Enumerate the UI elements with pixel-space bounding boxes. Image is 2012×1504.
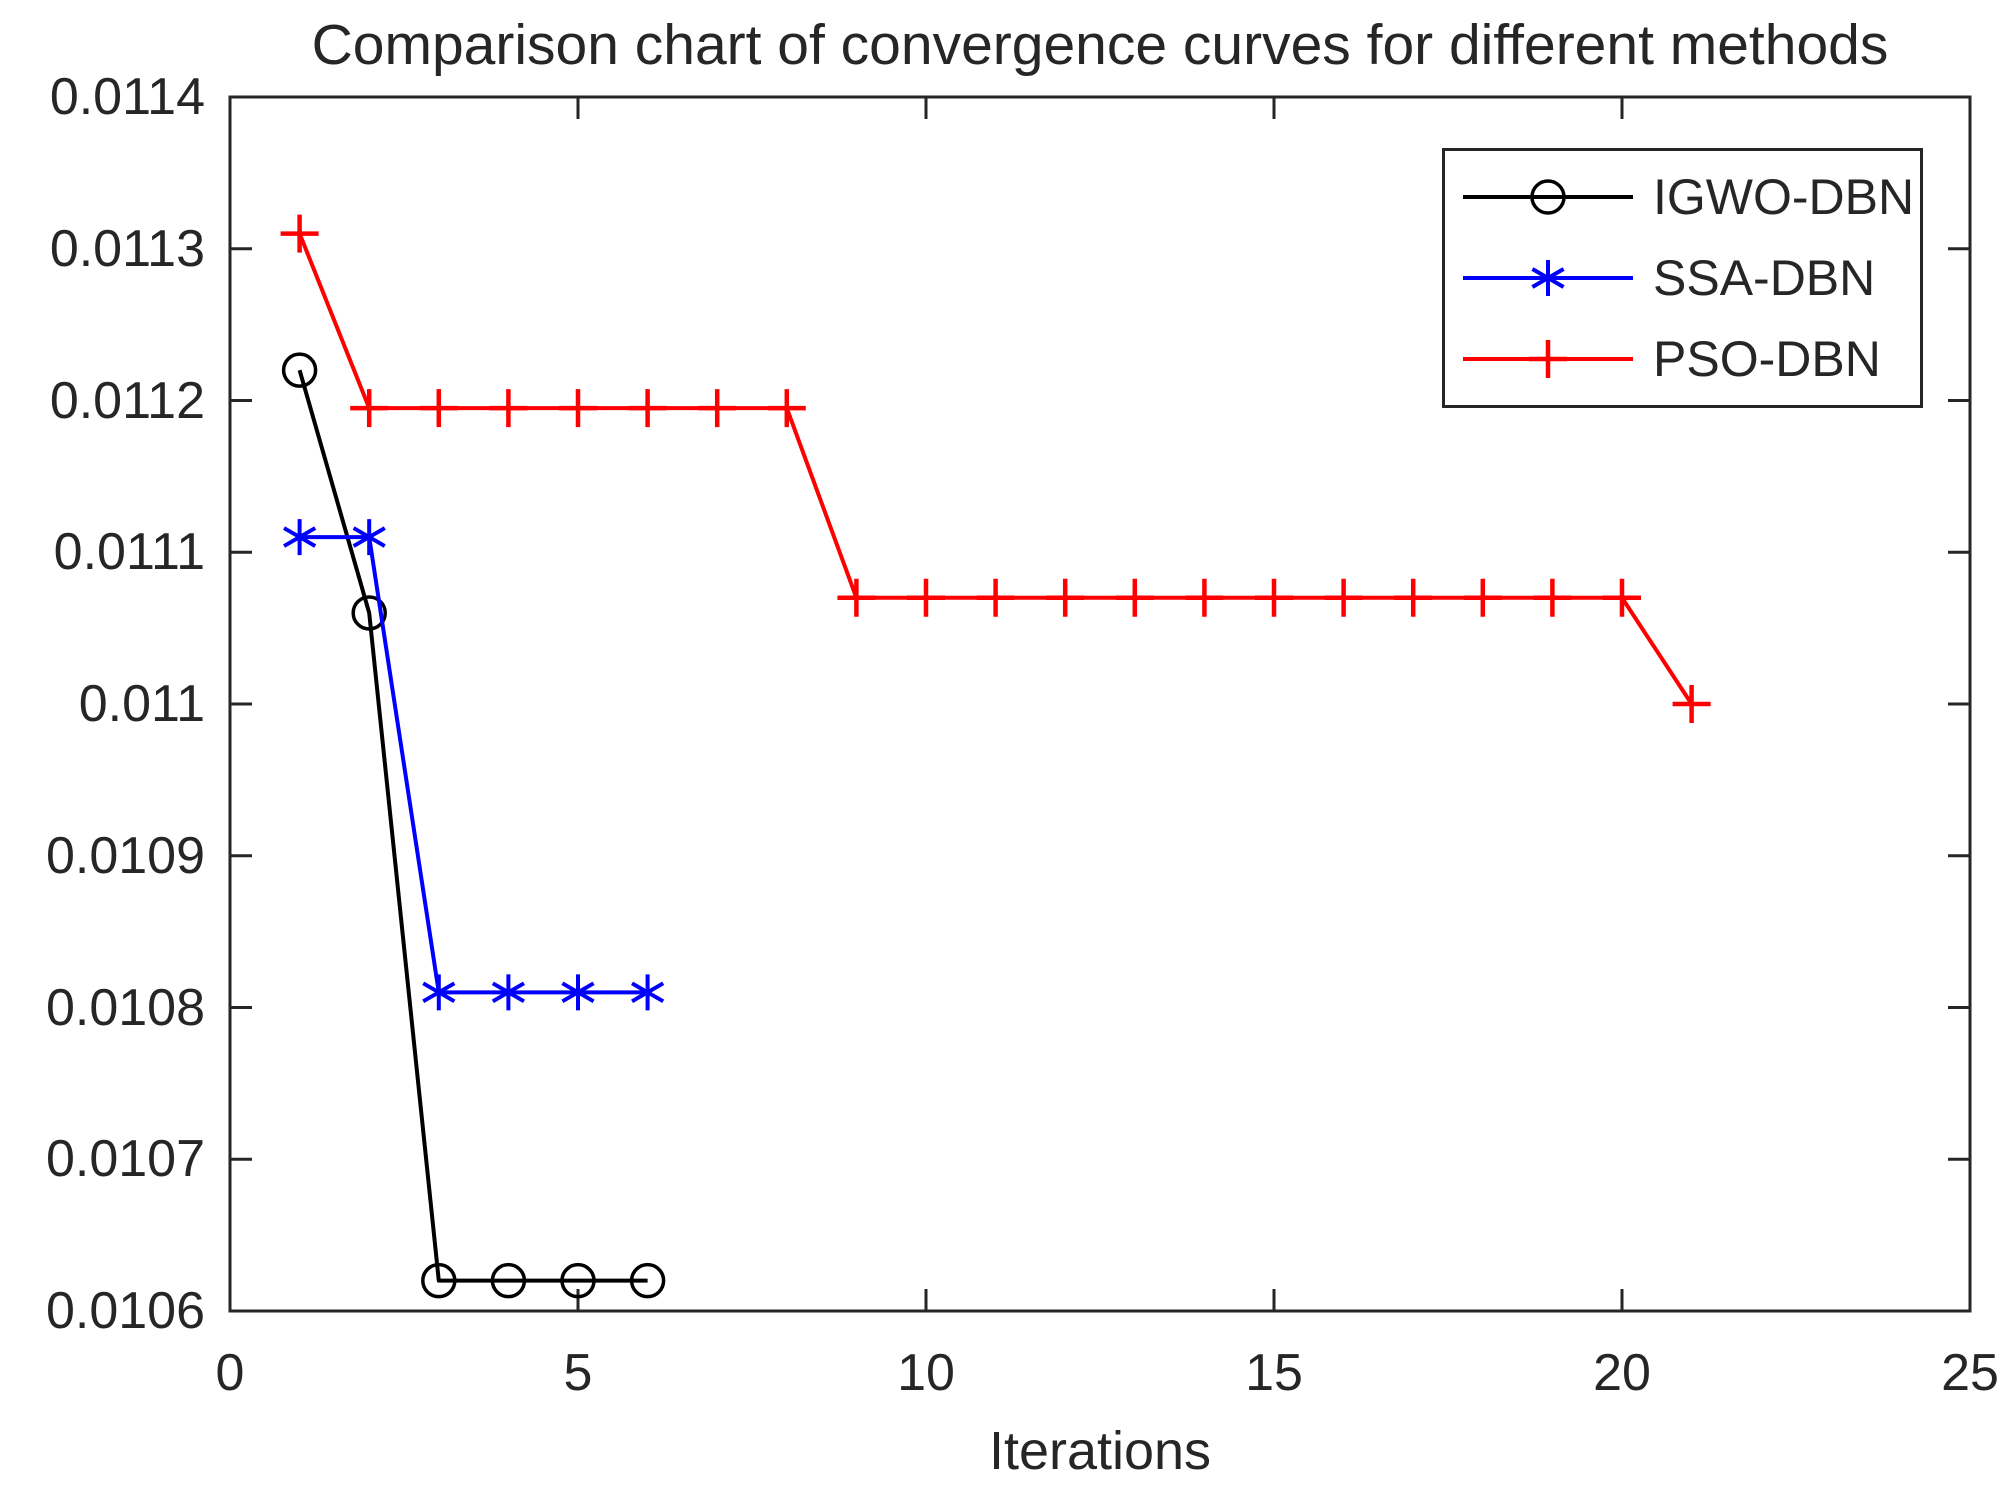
legend-entry: PSO-DBN	[1459, 322, 1920, 396]
plus-marker-icon	[1046, 578, 1085, 617]
x-tick-label: 20	[1593, 1344, 1651, 1402]
plus-marker-icon	[419, 389, 458, 428]
plus-marker-icon	[1115, 578, 1154, 617]
legend-line-sample	[1463, 179, 1633, 216]
asterisk-marker-icon	[283, 519, 317, 556]
circle-marker-icon	[1530, 179, 1566, 216]
y-tick-label: 0.0114	[49, 68, 205, 126]
asterisk-marker-icon	[491, 974, 525, 1011]
y-tick-label: 0.0107	[45, 1130, 205, 1189]
series-PSO-DBN	[280, 214, 1711, 723]
x-axis-label: Iterations	[988, 1421, 1212, 1481]
plus-marker-icon	[1529, 339, 1567, 378]
legend-line-sample	[1463, 339, 1633, 378]
legend-entry: IGWO-DBN	[1459, 160, 1920, 234]
plus-marker-icon	[280, 214, 319, 253]
x-tick-label: 25	[1941, 1344, 1999, 1402]
plus-marker-icon	[489, 389, 528, 428]
legend-entry: SSA-DBN	[1459, 241, 1920, 315]
series-SSA-DBN	[283, 519, 665, 1011]
y-tick-label: 0.0111	[53, 523, 205, 582]
chart-title: Comparison chart of convergence curves f…	[311, 13, 1889, 77]
asterisk-marker-icon	[1531, 259, 1565, 296]
legend-line-sample	[1463, 259, 1633, 296]
asterisk-marker-icon	[561, 974, 595, 1011]
legend-label: PSO-DBN	[1653, 330, 1881, 387]
legend-label: IGWO-DBN	[1653, 169, 1915, 226]
plus-marker-icon	[1255, 578, 1293, 617]
asterisk-marker-icon	[631, 974, 665, 1011]
legend: IGWO-DBN SSA-DBN PSO-DBN	[1442, 148, 1923, 408]
circle-marker-icon	[629, 1262, 666, 1299]
asterisk-marker-icon	[352, 519, 386, 556]
plus-marker-icon	[1533, 578, 1572, 617]
legend-label: SSA-DBN	[1653, 249, 1876, 306]
plus-marker-icon	[1185, 578, 1224, 617]
plus-marker-icon	[1603, 578, 1641, 617]
axis-ticks	[228, 95, 1972, 1313]
x-tick-label: 10	[897, 1344, 955, 1402]
plus-marker-icon	[698, 389, 737, 428]
circle-marker-icon	[421, 1262, 457, 1299]
plus-marker-icon	[767, 389, 806, 428]
x-tick-label: 0	[215, 1344, 245, 1402]
series-IGWO-DBN	[281, 352, 666, 1299]
plus-marker-icon	[1324, 578, 1363, 617]
series-line	[299, 535, 648, 995]
x-tick-label: 15	[1245, 1344, 1303, 1402]
circle-marker-icon	[351, 595, 387, 631]
y-tick-label: 0.0108	[45, 978, 205, 1037]
plus-marker-icon	[1672, 685, 1711, 723]
series-line	[297, 369, 648, 1283]
circle-marker-icon	[490, 1262, 527, 1299]
x-tick-label: 5	[563, 1344, 593, 1402]
plus-marker-icon	[1394, 578, 1433, 617]
plus-marker-icon	[628, 389, 667, 428]
plus-marker-icon	[559, 389, 597, 428]
y-tick-label: 0.0113	[49, 219, 205, 278]
asterisk-marker-icon	[422, 974, 456, 1011]
plus-marker-icon	[976, 578, 1015, 617]
y-tick-label: 0.011	[78, 675, 205, 733]
y-tick-label: 0.0112	[49, 371, 205, 430]
plus-marker-icon	[1463, 578, 1502, 617]
y-tick-label: 0.0106	[45, 1282, 205, 1340]
plus-marker-icon	[907, 578, 945, 617]
plus-marker-icon	[837, 578, 876, 617]
circle-marker-icon	[281, 352, 318, 388]
plus-marker-icon	[350, 389, 389, 428]
circle-marker-icon	[560, 1262, 596, 1299]
y-tick-label: 0.0109	[45, 826, 205, 885]
